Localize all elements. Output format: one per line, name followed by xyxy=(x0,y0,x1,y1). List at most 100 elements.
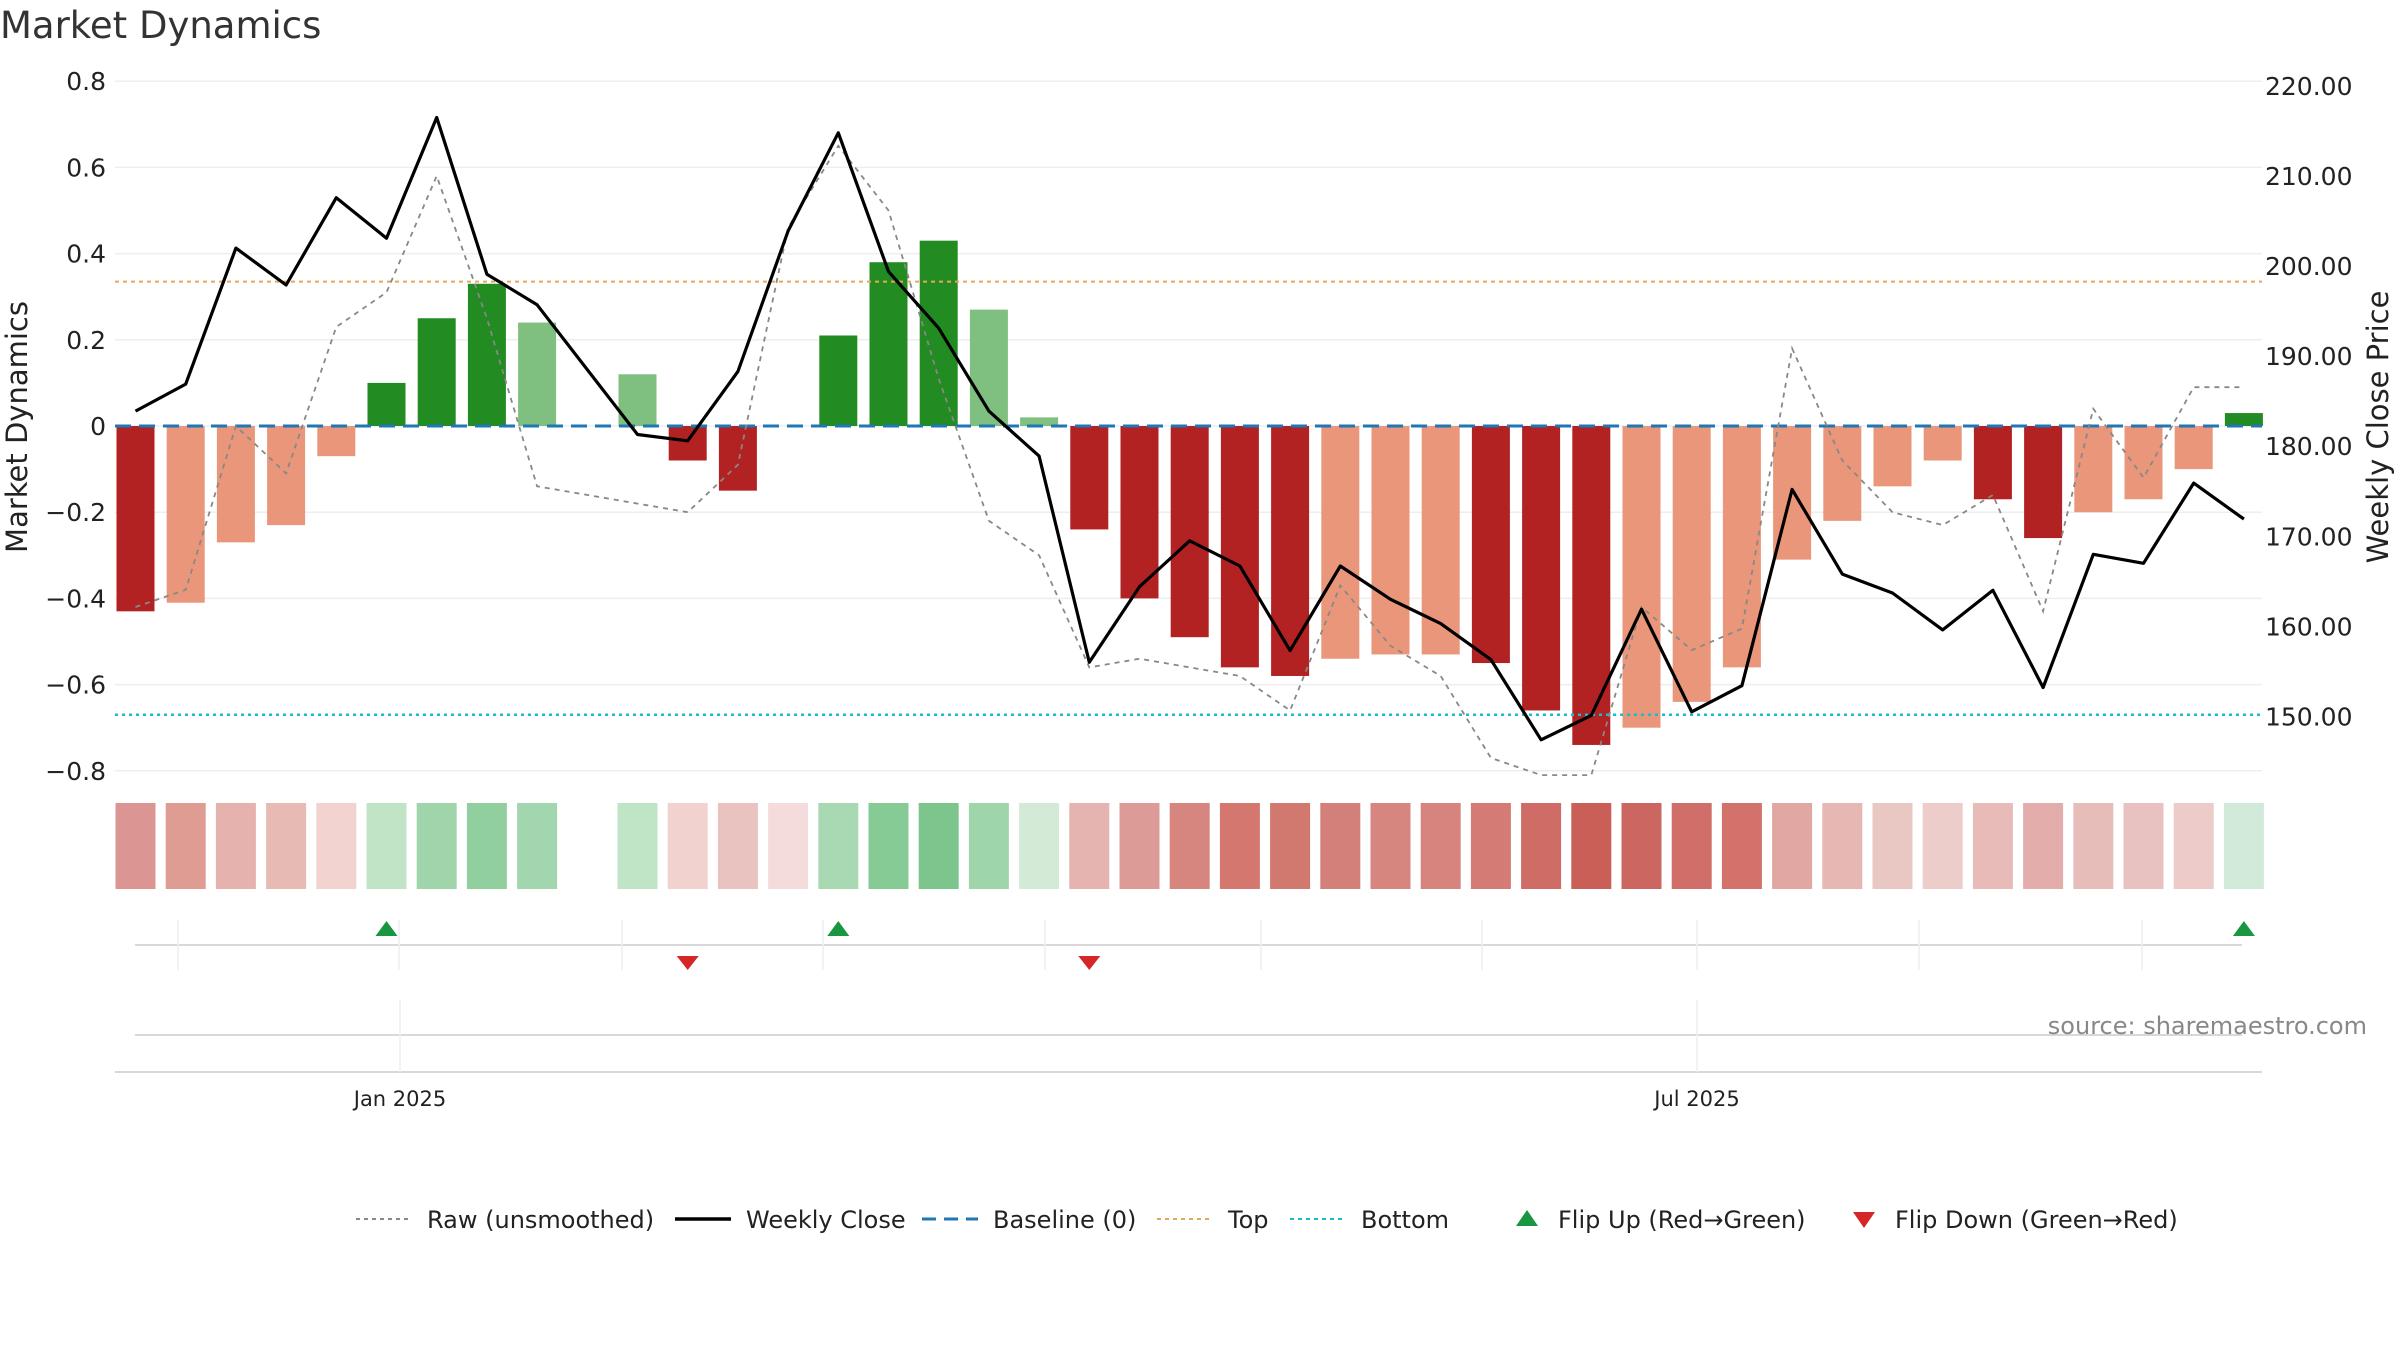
bar-12 xyxy=(718,426,757,491)
bar-31 xyxy=(1672,426,1711,702)
heat-cell-15 xyxy=(868,803,909,889)
heat-cell-11 xyxy=(667,803,708,889)
bar-29 xyxy=(1572,426,1611,745)
bar-20 xyxy=(1120,426,1159,599)
heat-cell-7 xyxy=(466,803,507,889)
legend-label-6: Flip Down (Green→Red) xyxy=(1895,1206,2178,1234)
y-axis-label-right: Weekly Close Price xyxy=(2361,291,2395,564)
legend-item-1: Weekly Close xyxy=(675,1206,906,1234)
y-tick-right-2: 200.00 xyxy=(2265,252,2352,281)
heat-cell-1 xyxy=(165,803,206,889)
flip-up-marker-0 xyxy=(375,921,398,936)
bar-21 xyxy=(1170,426,1209,638)
heat-cell-18 xyxy=(1019,803,1060,889)
heat-cell-22 xyxy=(1219,803,1260,889)
heat-cell-38 xyxy=(2023,803,2064,889)
bar-15 xyxy=(869,262,908,426)
heat-cell-33 xyxy=(1772,803,1813,889)
heat-cell-24 xyxy=(1320,803,1361,889)
series-lines xyxy=(134,115,2245,776)
bar-42 xyxy=(2224,413,2263,426)
heat-cell-19 xyxy=(1069,803,1110,889)
y-tick-right-3: 190.00 xyxy=(2265,342,2352,371)
y-tick-right-1: 210.00 xyxy=(2265,162,2352,191)
flip-up-marker-1 xyxy=(827,921,850,936)
legend-marker-6 xyxy=(1853,1212,1875,1228)
bar-38 xyxy=(2024,426,2063,539)
bar-17 xyxy=(969,309,1008,426)
bar-1 xyxy=(166,426,205,603)
heat-cell-39 xyxy=(2073,803,2114,889)
heat-cell-31 xyxy=(1671,803,1712,889)
heat-cell-32 xyxy=(1721,803,1762,889)
y-tick-left-1: 0.6 xyxy=(66,153,106,182)
heat-cell-34 xyxy=(1822,803,1863,889)
heat-cell-3 xyxy=(266,803,307,889)
heat-cell-20 xyxy=(1119,803,1160,889)
heat-strip xyxy=(115,803,2264,889)
flip-up-marker-2 xyxy=(2232,921,2255,936)
legend-marker-5 xyxy=(1516,1210,1538,1226)
y-tick-right-0: 220.00 xyxy=(2265,72,2352,101)
bar-28 xyxy=(1522,426,1561,711)
bar-23 xyxy=(1271,426,1310,676)
bar-5 xyxy=(367,382,406,426)
heat-cell-9 xyxy=(567,803,608,889)
flip-down-marker-1 xyxy=(1078,956,1101,970)
legend-label-5: Flip Up (Red→Green) xyxy=(1558,1206,1806,1234)
heat-cell-14 xyxy=(818,803,859,889)
bar-27 xyxy=(1471,426,1510,664)
legend-label-4: Bottom xyxy=(1361,1206,1449,1234)
bar-39 xyxy=(2074,426,2113,513)
heat-cell-29 xyxy=(1571,803,1612,889)
bar-36 xyxy=(1923,426,1962,461)
flip-markers xyxy=(135,920,2255,970)
heat-cell-4 xyxy=(316,803,357,889)
bar-3 xyxy=(267,426,306,526)
y-tick-right-4: 180.00 xyxy=(2265,432,2352,461)
heat-cell-35 xyxy=(1872,803,1913,889)
bar-26 xyxy=(1421,426,1460,655)
y-tick-right-7: 150.00 xyxy=(2265,702,2352,731)
bar-8 xyxy=(518,322,557,426)
heat-cell-27 xyxy=(1470,803,1511,889)
heat-cell-23 xyxy=(1270,803,1311,889)
bar-7 xyxy=(467,283,506,426)
heat-cell-41 xyxy=(2173,803,2214,889)
y-tick-left-0: 0.8 xyxy=(66,67,106,96)
heat-cell-28 xyxy=(1521,803,1562,889)
heat-cell-30 xyxy=(1621,803,1662,889)
y-axis-label-left: Market Dynamics xyxy=(0,301,34,553)
source-note: source: sharemaestro.com xyxy=(2048,1012,2367,1040)
bar-6 xyxy=(417,318,456,426)
bar-40 xyxy=(2124,426,2163,500)
legend-item-6: Flip Down (Green→Red) xyxy=(1853,1206,2178,1234)
bar-30 xyxy=(1622,426,1661,728)
reference-lines xyxy=(115,280,2262,717)
weekly-close-line xyxy=(134,115,2245,742)
bar-41 xyxy=(2174,426,2213,470)
heat-cell-8 xyxy=(517,803,558,889)
y-axis-left: 0.8 0.6 0.4 0.2 0 −0.2 −0.4 −0.6 −0.8 xyxy=(45,67,106,786)
date-axis: Jan 2025 Jul 2025 xyxy=(115,1000,2262,1111)
heat-cell-26 xyxy=(1420,803,1461,889)
bar-35 xyxy=(1873,426,1912,487)
bar-25 xyxy=(1371,426,1410,655)
bar-2 xyxy=(216,426,255,543)
chart-title: Market Dynamics xyxy=(0,4,321,47)
y-tick-right-5: 170.00 xyxy=(2265,522,2352,551)
heat-cell-5 xyxy=(366,803,407,889)
heat-cell-6 xyxy=(416,803,457,889)
legend-label-1: Weekly Close xyxy=(746,1206,906,1234)
date-tick-1: Jul 2025 xyxy=(1652,1087,1739,1111)
heat-cell-10 xyxy=(617,803,658,889)
heat-cell-0 xyxy=(115,803,156,889)
y-tick-left-4: 0 xyxy=(90,412,106,441)
bar-19 xyxy=(1070,426,1109,530)
legend-label-3: Top xyxy=(1227,1206,1269,1234)
y-tick-left-3: 0.2 xyxy=(66,326,106,355)
bars xyxy=(116,240,2263,745)
heat-cell-16 xyxy=(918,803,959,889)
legend: Raw (unsmoothed) Weekly Close Baseline (0)… xyxy=(356,1206,2178,1234)
